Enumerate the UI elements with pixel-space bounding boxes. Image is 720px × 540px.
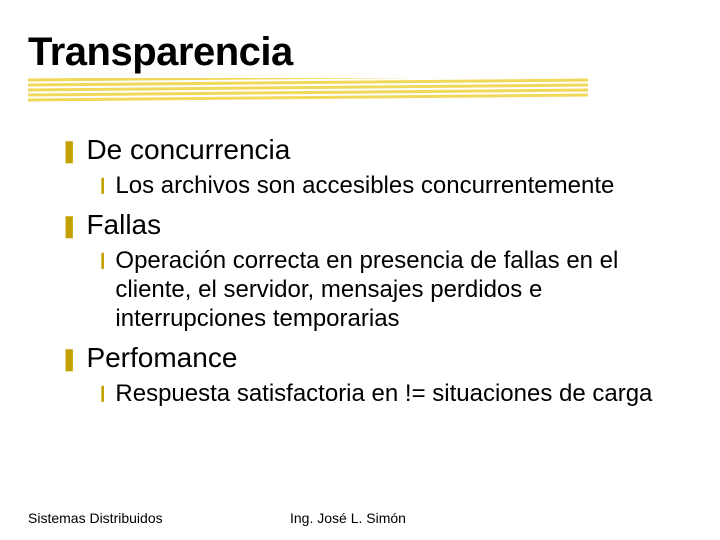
level1-item: ❚ Fallas xyxy=(60,209,690,241)
bullet-level2-icon: ❙ xyxy=(96,253,109,269)
level1-item: ❚ Perfomance xyxy=(60,342,690,374)
bullet-level1-icon: ❚ xyxy=(60,348,78,370)
footer-left: Sistemas Distribuidos xyxy=(28,510,163,526)
level2-item: ❙ Respuesta satisfactoria en != situacion… xyxy=(96,380,690,409)
level2-item: ❙ Los archivos son accesibles concurrente… xyxy=(96,172,690,201)
level2-item: ❙ Operación correcta en presencia de fall… xyxy=(96,247,690,333)
page-title: Transparencia xyxy=(28,30,293,75)
title-underline xyxy=(28,78,588,108)
underline-svg xyxy=(28,78,588,108)
level1-text: De concurrencia xyxy=(86,134,290,166)
level1-text: Perfomance xyxy=(86,342,237,374)
level2-text: Respuesta satisfactoria en != situacione… xyxy=(115,380,652,409)
bullet-level1-icon: ❚ xyxy=(60,215,78,237)
footer-center: Ing. José L. Simón xyxy=(290,510,406,526)
bullet-level1-icon: ❚ xyxy=(60,140,78,162)
bullet-level2-icon: ❙ xyxy=(96,386,109,402)
level1-text: Fallas xyxy=(86,209,161,241)
body-content: ❚ De concurrencia ❙ Los archivos son accesi… xyxy=(60,126,690,415)
slide: Transparencia ❚ De concurrencia ❙ Los archi… xyxy=(0,0,720,540)
bullet-level2-icon: ❙ xyxy=(96,178,109,194)
level2-text: Operación correcta en presencia de falla… xyxy=(115,247,690,333)
level2-text: Los archivos son accesibles concurrentem… xyxy=(115,172,614,201)
level1-item: ❚ De concurrencia xyxy=(60,134,690,166)
